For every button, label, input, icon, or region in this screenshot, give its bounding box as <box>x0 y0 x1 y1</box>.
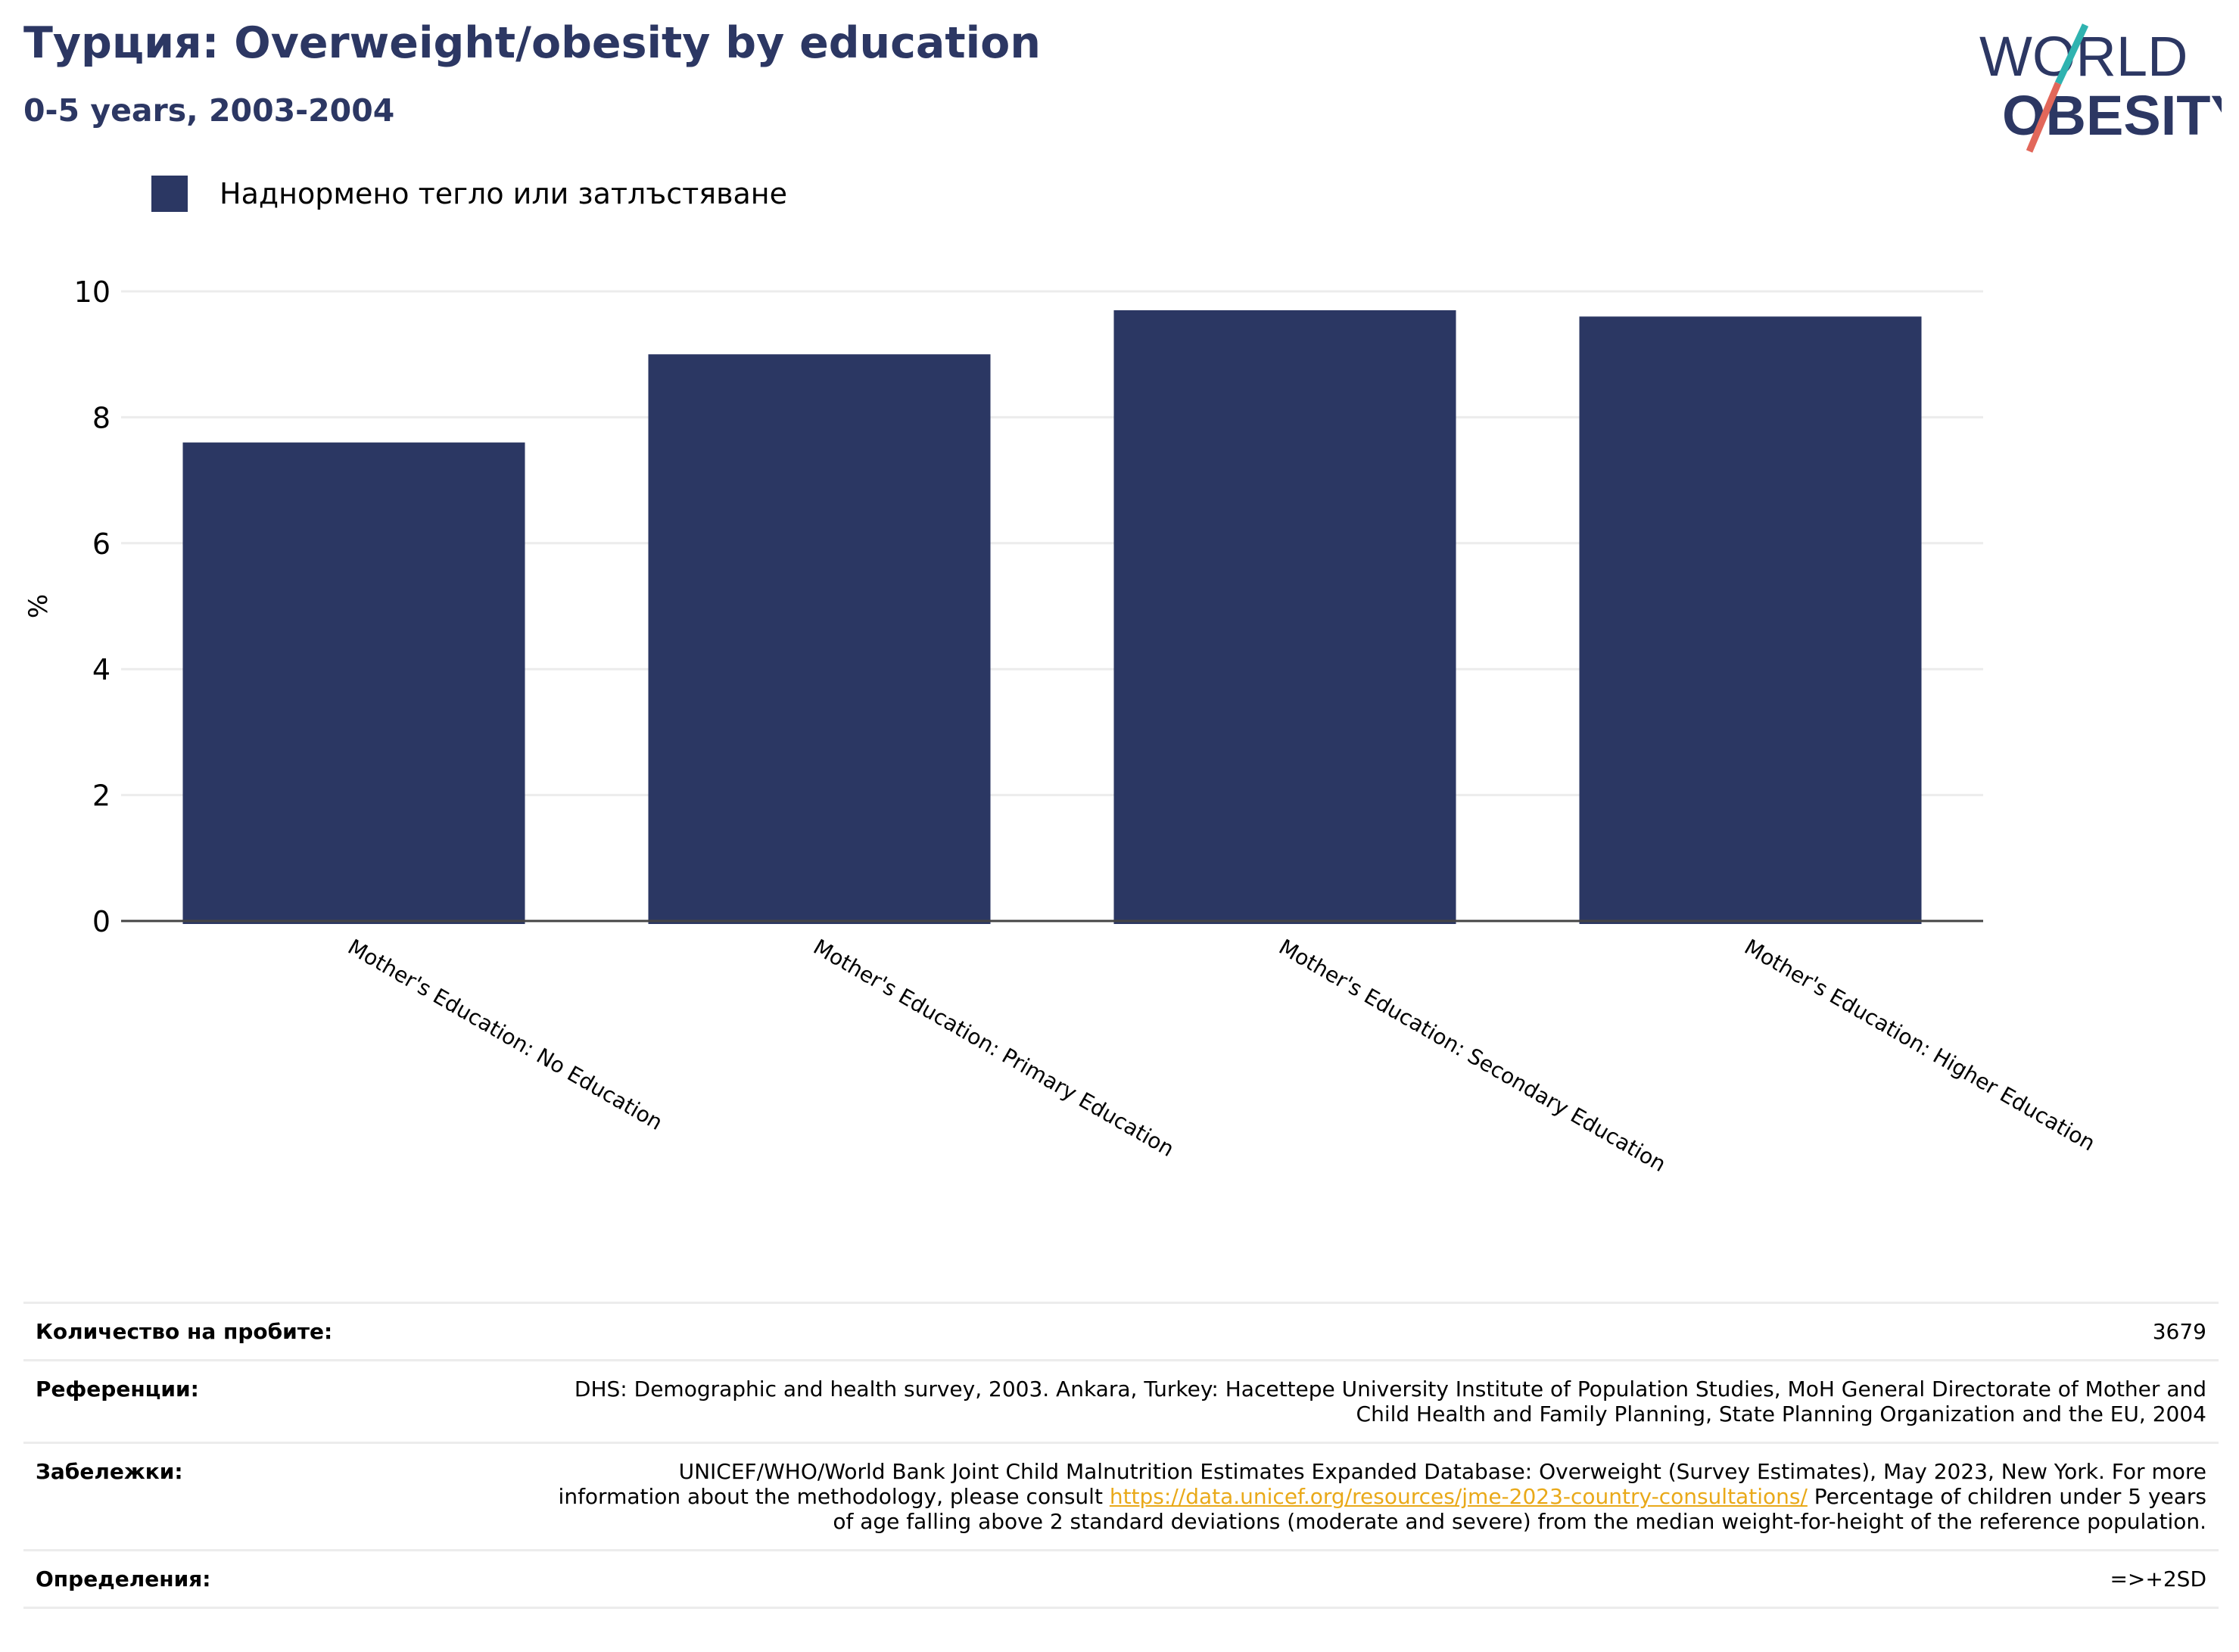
notes-text-after: Percentage of children under 5 years of … <box>833 1484 2206 1535</box>
bar <box>182 442 525 924</box>
x-tick-label: Mother's Education: Primary Education <box>809 934 1179 1162</box>
logo-slash-coral <box>2026 82 2062 153</box>
definitions-label: Определения: <box>36 1566 211 1592</box>
y-tick-label: 2 <box>92 779 111 813</box>
notes-label: Забележки: <box>36 1459 183 1485</box>
y-tick-label: 0 <box>92 905 111 938</box>
bar <box>1113 310 1456 925</box>
chart-legend: Наднормено тегло или затлъстяване <box>151 176 787 212</box>
info-row-definitions: Определения: =>+2SD <box>23 1549 2219 1610</box>
y-axis-label: % <box>23 594 54 618</box>
y-tick-label: 10 <box>74 275 111 309</box>
notes-value: UNICEF/WHO/World Bank Joint Child Malnut… <box>556 1459 2206 1534</box>
methodology-link[interactable]: https://data.unicef.org/resources/jme-20… <box>1109 1484 1808 1510</box>
chart-subtitle: 0-5 years, 2003-2004 <box>23 92 395 129</box>
bar <box>1579 316 1922 924</box>
x-tick-label: Mother's Education: No Education <box>344 934 667 1135</box>
bar <box>648 354 991 924</box>
world-obesity-logo: WORLD OBESITY <box>1979 23 2222 153</box>
references-value: DHS: Demographic and health survey, 2003… <box>574 1377 2206 1427</box>
x-tick-label: Mother's Education: Higher Education <box>1740 934 2100 1156</box>
info-row-sample-size: Количество на пробите: 3679 <box>23 1302 2219 1359</box>
info-row-references: Референции: DHS: Demographic and health … <box>23 1359 2219 1442</box>
bar-chart: 0 2 4 6 8 10% Mother's Education: No Education… <box>23 275 2100 1177</box>
chart-title: Турция: Overweight/obesity by education <box>23 18 1041 68</box>
legend-swatch <box>151 176 188 212</box>
y-tick-label: 6 <box>92 527 111 561</box>
notes-text-before: UNICEF/WHO/World Bank Joint Child Malnut… <box>558 1459 2206 1510</box>
sample-size-label: Количество на пробите: <box>36 1319 333 1344</box>
info-row-notes: Забележки: UNICEF/WHO/World Bank Joint C… <box>23 1442 2219 1549</box>
sample-size-value: 3679 <box>2152 1319 2206 1344</box>
logo-slash-teal <box>2054 23 2089 85</box>
references-label: Референции: <box>36 1377 199 1402</box>
definitions-value: =>+2SD <box>2110 1566 2206 1592</box>
legend-label: Наднормено тегло или затлъстяване <box>220 177 787 210</box>
x-tick-label: Mother's Education: Secondary Education <box>1275 934 1670 1177</box>
info-table: Количество на пробите: 3679 Референции: … <box>23 1302 2219 1610</box>
y-tick-label: 8 <box>92 401 111 434</box>
y-tick-label: 4 <box>92 653 111 686</box>
